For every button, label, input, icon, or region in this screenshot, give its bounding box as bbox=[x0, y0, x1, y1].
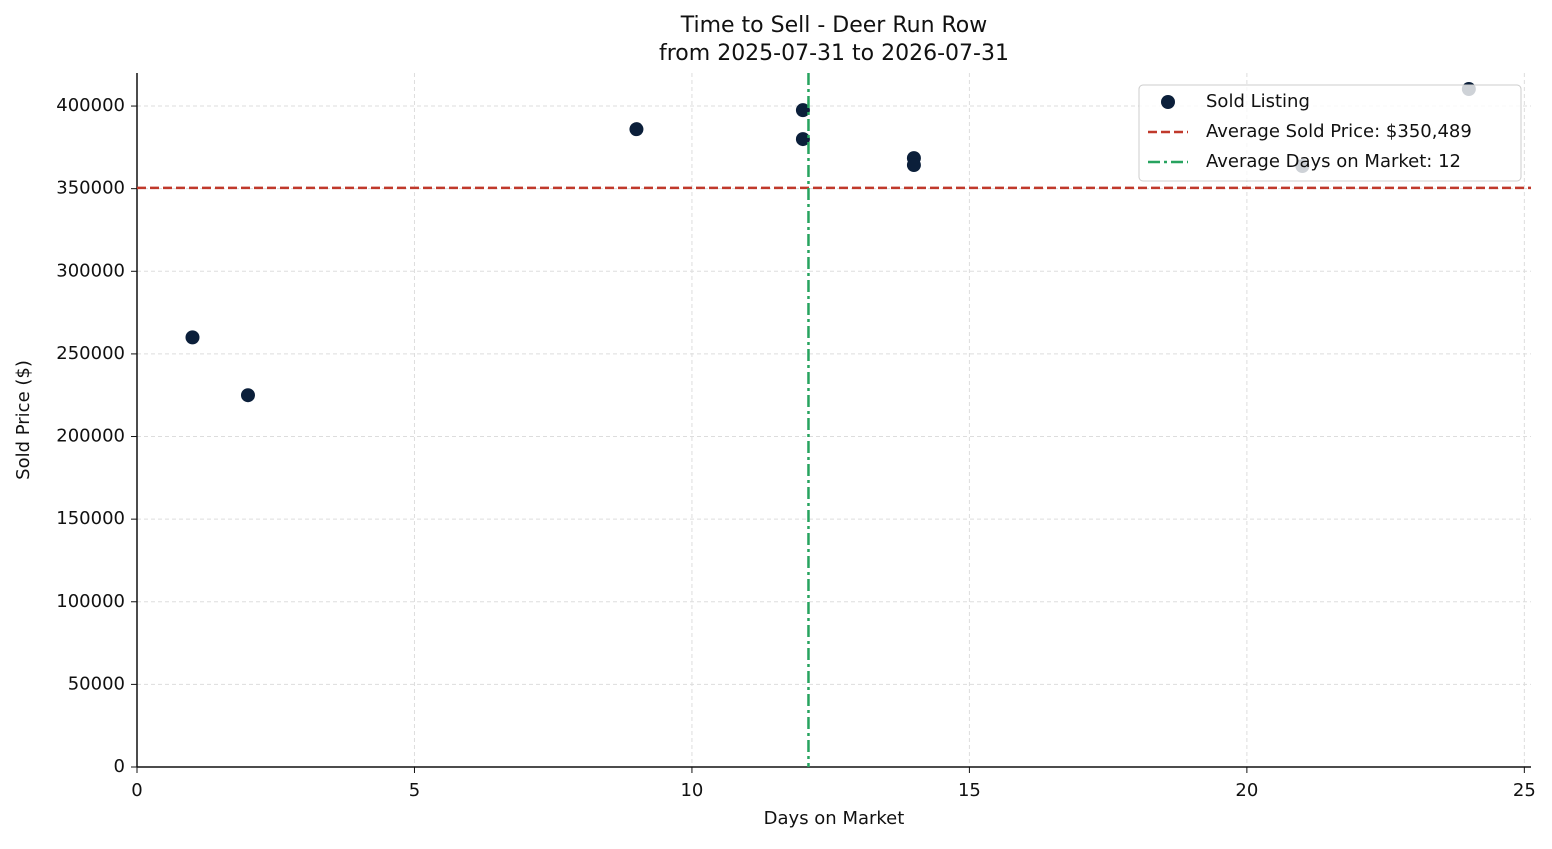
chart-title: Time to Sell - Deer Run Row bbox=[680, 13, 988, 38]
x-tick-label: 5 bbox=[409, 780, 420, 801]
y-tick-label: 200000 bbox=[56, 426, 125, 447]
x-tick-label: 25 bbox=[1513, 780, 1536, 801]
y-tick-label: 350000 bbox=[56, 178, 125, 199]
x-tick-label: 15 bbox=[958, 780, 981, 801]
y-tick-label: 150000 bbox=[56, 508, 125, 529]
legend-marker bbox=[1161, 95, 1175, 109]
y-tick-label: 250000 bbox=[56, 343, 125, 364]
y-tick-label: 0 bbox=[114, 756, 125, 777]
legend-box bbox=[1138, 84, 1522, 182]
point bbox=[185, 330, 200, 345]
y-tick-label: 300000 bbox=[56, 260, 125, 281]
legend-label: Average Days on Market: 12 bbox=[1206, 151, 1461, 172]
y-axis-label: Sold Price ($) bbox=[13, 360, 34, 480]
point bbox=[906, 158, 921, 173]
point bbox=[240, 388, 255, 403]
y-tick-label: 50000 bbox=[68, 673, 125, 694]
x-axis-label: Days on Market bbox=[764, 808, 905, 829]
x-tick-label: 20 bbox=[1235, 780, 1258, 801]
x-tick-label: 0 bbox=[131, 780, 142, 801]
x-tick-label: 10 bbox=[680, 780, 703, 801]
chart-subtitle: from 2025-07-31 to 2026-07-31 bbox=[659, 41, 1009, 66]
point bbox=[629, 122, 644, 137]
y-tick-label: 100000 bbox=[56, 591, 125, 612]
point bbox=[795, 103, 810, 118]
legend-label: Average Sold Price: $350,489 bbox=[1206, 121, 1472, 142]
legend-label: Sold Listing bbox=[1206, 91, 1310, 112]
point bbox=[795, 132, 810, 147]
y-tick-label: 400000 bbox=[56, 95, 125, 116]
